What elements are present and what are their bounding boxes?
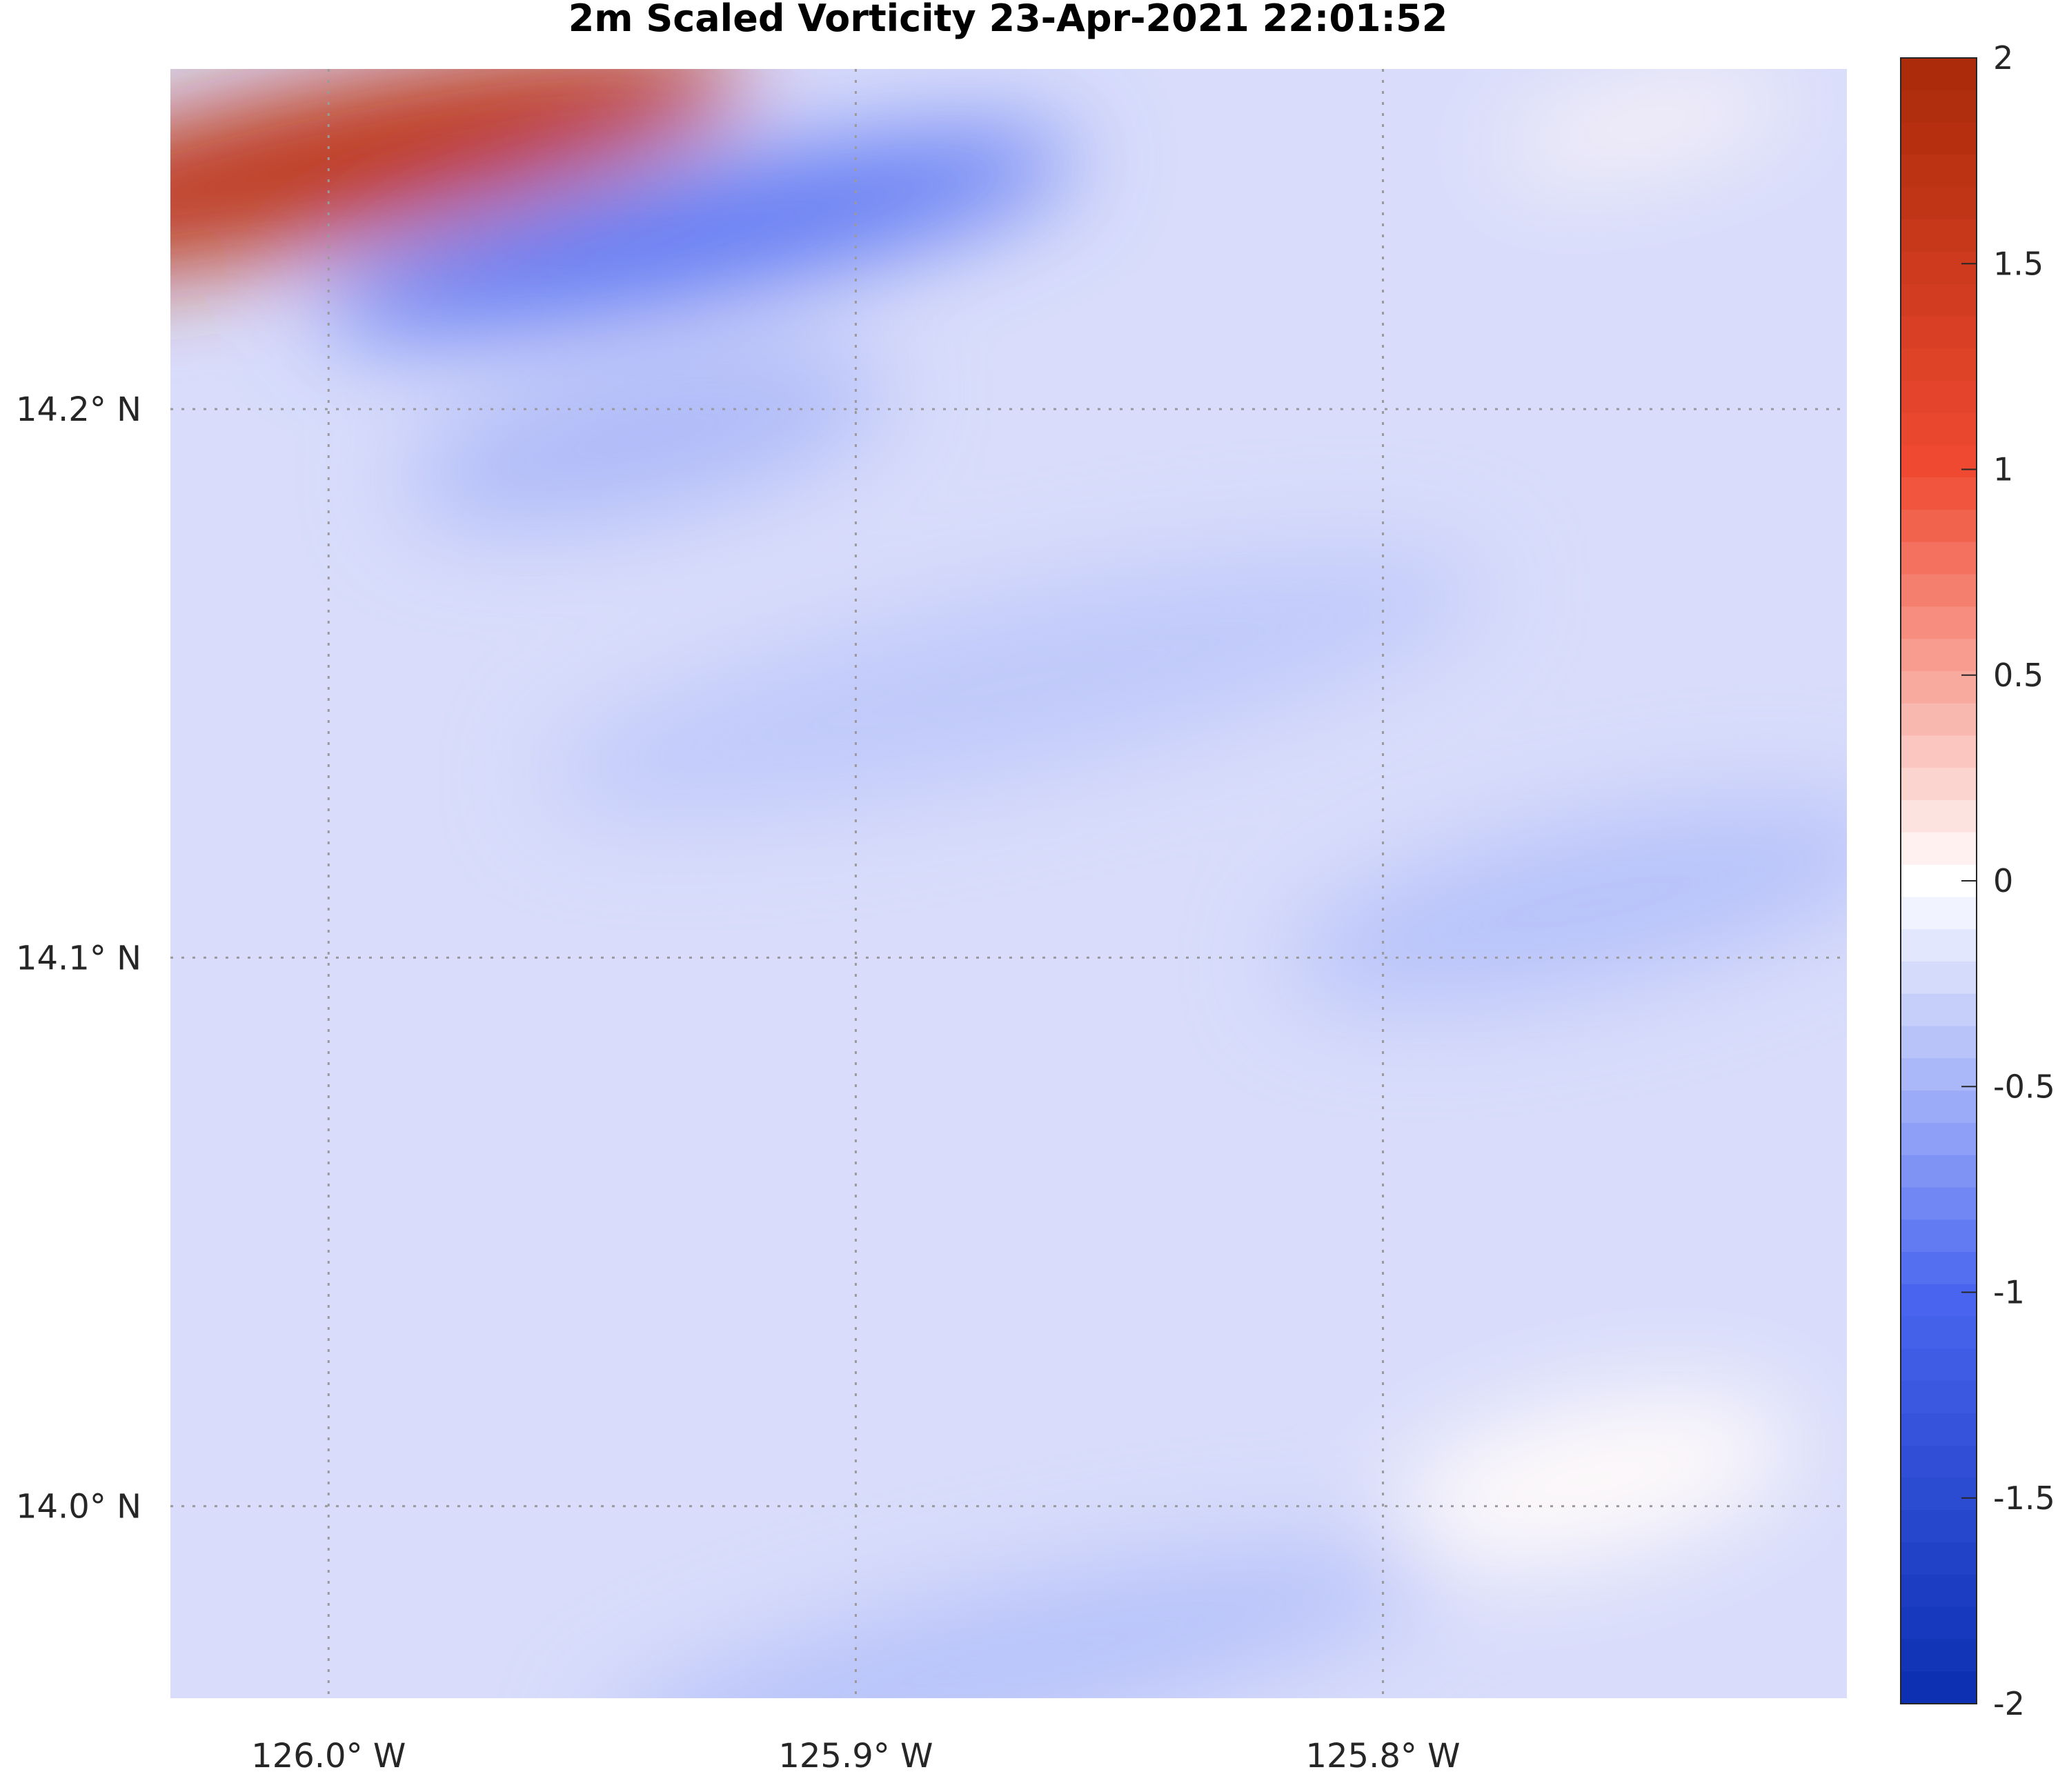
field-feature [319,132,1076,335]
colorbar-level [1901,703,1977,737]
colorbar-tick-label: 2 [1993,39,2013,77]
field-feature [595,1544,1433,1698]
field-feature [1390,1393,1797,1565]
colorbar-level [1901,509,1977,543]
colorbar-level [1901,219,1977,252]
x-tick-label: 126.0° W [251,1737,406,1775]
y-tick-label: 14.0° N [16,1488,141,1526]
colorbar-level [1901,1155,1977,1188]
colorbar-level [1901,1639,1977,1673]
colorbar-level [1901,1252,1977,1285]
colorbar-level [1901,574,1977,608]
colorbar-level [1901,768,1977,802]
colorbar-level [1901,251,1977,285]
colorbar-level [1901,1284,1977,1317]
colorbar-level [1901,1348,1977,1382]
colorbar-level [1901,541,1977,575]
colorbar-tick-label: -0.5 [1993,1068,2055,1105]
colorbar-level [1901,445,1977,479]
x-tick-label: 125.9° W [778,1737,933,1775]
colorbar-level [1901,1058,1977,1092]
colorbar-level [1901,187,1977,220]
colorbar-level [1901,316,1977,350]
colorbar-level [1901,1316,1977,1350]
colorbar-level [1901,283,1977,317]
x-tick-labels: 126.0° W 125.9° W 125.8° W [251,1737,1460,1775]
colorbar-level [1901,1413,1977,1446]
colorbar-tick-label: -2 [1993,1685,2025,1722]
colorbar-level [1901,1445,1977,1479]
colorbar-level [1901,670,1977,704]
colorbar: 2 1.5 1 0.5 0 -0.5 -1 -1.5 -2 [1900,39,2055,1722]
colorbar-level [1901,1606,1977,1640]
colorbar-level [1901,897,1977,930]
colorbar-tick-label: 0.5 [1993,657,2044,694]
colorbar-levels [1901,58,1977,1704]
colorbar-tick-label: 1 [1993,451,2013,488]
colorbar-level [1901,1510,1977,1544]
colorbar-level [1901,58,1977,91]
colorbar-level [1901,639,1977,672]
colorbar-level [1901,832,1977,866]
colorbar-level [1901,993,1977,1027]
colorbar-level [1901,1381,1977,1414]
colorbar-level [1901,1219,1977,1253]
colorbar-level [1901,1542,1977,1575]
colorbar-level [1901,90,1977,123]
colorbar-level [1901,1091,1977,1124]
y-tick-label: 14.1° N [16,939,141,977]
field-feature [401,346,889,527]
colorbar-level [1901,1574,1977,1608]
colorbar-level [1901,348,1977,381]
colorbar-tick-labels: 2 1.5 1 0.5 0 -0.5 -1 -1.5 -2 [1961,39,2055,1722]
colorbar-level [1901,735,1977,769]
colorbar-tick-label: 0 [1993,862,2013,899]
field-feature [1498,77,1796,170]
x-tick-label: 125.8° W [1305,1737,1460,1775]
field-feature [541,550,1487,817]
gridlines [170,69,1847,1698]
colorbar-level [1901,412,1977,446]
colorbar-level [1901,961,1977,995]
field-feature [170,69,748,279]
colorbar-level [1901,155,1977,188]
y-tick-label: 14.2° N [16,390,141,429]
colorbar-level [1901,800,1977,833]
colorbar-tick-label: 1.5 [1993,245,2044,282]
colorbar-level [1901,477,1977,510]
colorbar-level [1901,929,1977,962]
vorticity-field [170,69,1847,1698]
colorbar-level [1901,1122,1977,1156]
y-tick-labels: 14.2° N 14.1° N 14.0° N [16,390,141,1526]
colorbar-level [1901,122,1977,156]
colorbar-level [1901,380,1977,414]
colorbar-tick-label: -1.5 [1993,1480,2055,1517]
chart-title: 2m Scaled Vorticity 23-Apr-2021 22:01:52 [568,0,1448,40]
colorbar-level [1901,1671,1977,1704]
colorbar-level [1901,1477,1977,1511]
colorbar-level [1901,606,1977,640]
colorbar-level [1901,1026,1977,1059]
field-feature [1283,798,1847,1008]
colorbar-level [1901,1187,1977,1221]
colorbar-tick-label: -1 [1993,1274,2025,1311]
plot-area [170,69,1847,1698]
